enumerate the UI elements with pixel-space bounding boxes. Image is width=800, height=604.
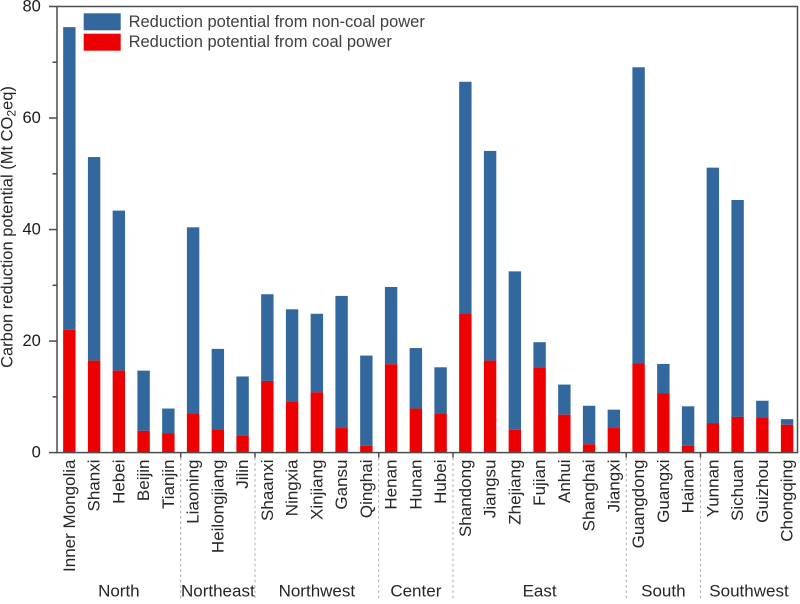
- svg-text:Guangxi: Guangxi: [654, 460, 673, 523]
- svg-text:Shaanxi: Shaanxi: [258, 460, 277, 521]
- svg-text:Liaoning: Liaoning: [184, 460, 203, 524]
- svg-text:Ningxia: Ningxia: [283, 459, 302, 516]
- svg-text:Heilongjiang: Heilongjiang: [208, 460, 227, 554]
- svg-text:Northeast: Northeast: [181, 582, 255, 600]
- svg-text:Gansu: Gansu: [332, 460, 351, 510]
- svg-text:Reduction potential from non-c: Reduction potential from non-coal power: [129, 13, 426, 31]
- svg-text:Zhejiang: Zhejiang: [505, 460, 524, 525]
- svg-text:Reduction potential from coal: Reduction potential from coal power: [129, 33, 393, 51]
- svg-text:Hubei: Hubei: [431, 460, 450, 504]
- svg-text:Xinjiang: Xinjiang: [307, 460, 326, 521]
- svg-text:40: 40: [22, 221, 40, 239]
- svg-text:Jiangsu: Jiangsu: [481, 460, 500, 519]
- svg-text:Guizhou: Guizhou: [753, 460, 772, 523]
- svg-text:Yunnan: Yunnan: [703, 460, 722, 518]
- svg-text:Northwest: Northwest: [279, 582, 356, 600]
- svg-text:Shanxi: Shanxi: [85, 460, 104, 512]
- svg-text:Shandong: Shandong: [456, 460, 475, 538]
- svg-text:Hunan: Hunan: [406, 460, 425, 510]
- svg-text:Beijin: Beijin: [134, 460, 153, 502]
- svg-text:Center: Center: [390, 582, 441, 600]
- svg-text:20: 20: [22, 332, 40, 350]
- svg-text:East: East: [523, 582, 557, 600]
- svg-text:Sichuan: Sichuan: [728, 460, 747, 521]
- svg-text:Jiangxi: Jiangxi: [604, 460, 623, 513]
- svg-text:Henan: Henan: [382, 460, 401, 510]
- svg-text:North: North: [98, 582, 140, 600]
- svg-text:Inner Mongolia: Inner Mongolia: [60, 459, 79, 572]
- svg-text:0: 0: [32, 444, 41, 462]
- svg-text:Hebei: Hebei: [109, 460, 128, 504]
- svg-text:Qinghai: Qinghai: [357, 460, 376, 519]
- svg-text:Chongqing: Chongqing: [778, 460, 797, 542]
- svg-text:80: 80: [22, 0, 40, 16]
- svg-text:Tianjin: Tianjin: [159, 460, 178, 509]
- svg-text:60: 60: [22, 109, 40, 127]
- svg-text:Fujian: Fujian: [530, 460, 549, 506]
- svg-text:Anhui: Anhui: [555, 460, 574, 503]
- svg-text:Shanghai: Shanghai: [580, 460, 599, 532]
- svg-text:Guangdong: Guangdong: [629, 460, 648, 549]
- svg-text:Southwest: Southwest: [709, 582, 789, 600]
- svg-text:Carbon reduction potential (Mt: Carbon reduction potential (Mt CO2eq): [0, 86, 19, 368]
- svg-text:Hainan: Hainan: [679, 460, 698, 514]
- svg-text:South: South: [641, 582, 685, 600]
- svg-text:Jilin: Jilin: [233, 460, 252, 489]
